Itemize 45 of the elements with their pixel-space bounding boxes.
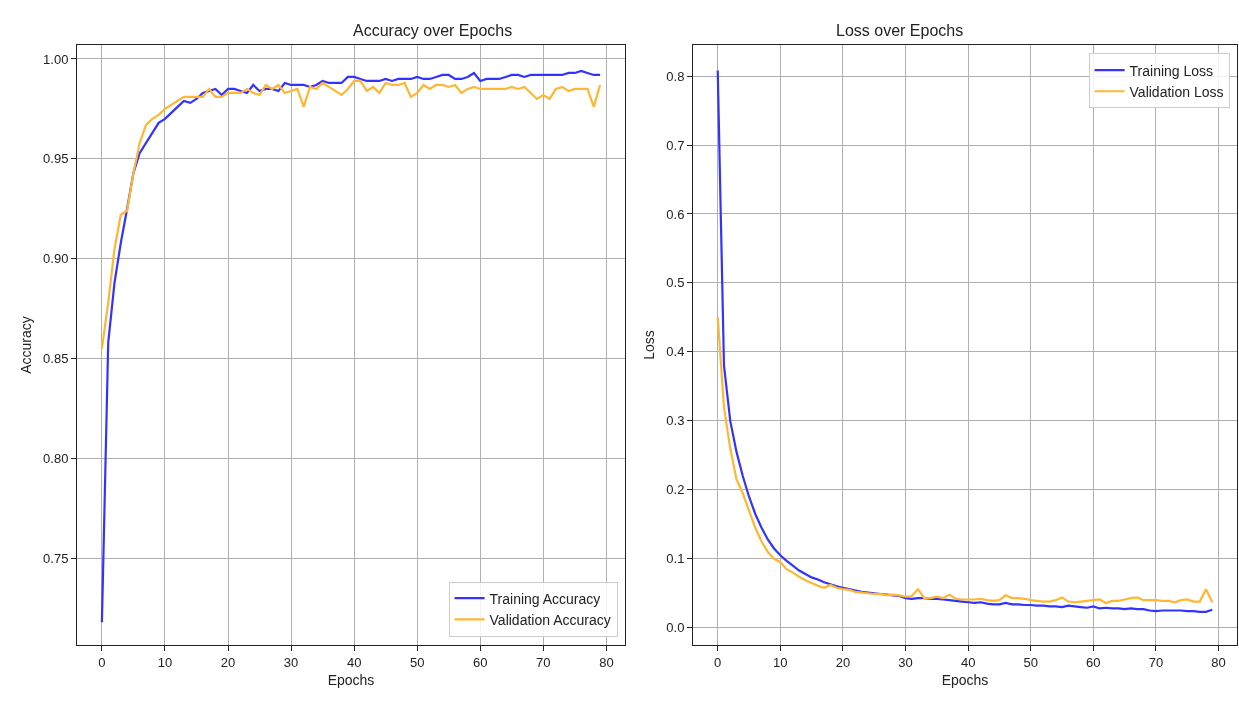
x-tick-label: 0 — [714, 654, 722, 670]
x-tick-label: 20 — [220, 654, 236, 670]
x-tick-label: 70 — [536, 654, 551, 670]
x-tick-label: 70 — [1148, 654, 1164, 670]
x-tick-label: 10 — [773, 654, 788, 670]
x-tick-label: 80 — [599, 654, 614, 670]
x-tick-label: 40 — [346, 654, 362, 670]
y-axis-title: Accuracy — [17, 316, 34, 374]
chart-title: Accuracy over Epochs — [353, 22, 513, 39]
y-tick-label: 1.00 — [43, 51, 69, 67]
legend-label: Validation Accuracy — [489, 611, 611, 628]
legend-label: Validation Loss — [1129, 83, 1224, 100]
y-tick-label: 0.8 — [666, 68, 685, 84]
x-tick-label: 20 — [835, 654, 851, 670]
y-tick-label: 0.80 — [43, 451, 69, 466]
x-tick-label: 60 — [473, 654, 488, 670]
y-tick-label: 0.4 — [666, 344, 685, 360]
line-series — [100, 79, 602, 350]
x-tick-label: 10 — [157, 654, 173, 670]
y-tick-label: 0.95 — [43, 151, 69, 167]
line-series — [716, 316, 1214, 605]
x-axis-title: Epochs — [941, 671, 989, 688]
y-tick-label: 0.2 — [666, 482, 685, 498]
x-tick-label: 50 — [409, 654, 425, 670]
legend-label: Training Accuracy — [489, 590, 601, 607]
y-tick-label: 0.85 — [43, 351, 69, 367]
chart-title: Loss over Epochs — [836, 22, 964, 39]
y-tick-label: 0.75 — [43, 550, 69, 566]
x-axis-title: Epochs — [327, 671, 375, 688]
y-tick-label: 0.3 — [666, 413, 685, 429]
x-tick-label: 0 — [98, 654, 106, 670]
y-tick-label: 0.6 — [666, 206, 685, 222]
y-axis-title: Loss — [640, 330, 657, 360]
y-tick-label: 0.7 — [666, 137, 685, 153]
y-tick-label: 0.90 — [43, 251, 69, 267]
y-tick-label: 0.1 — [666, 551, 685, 567]
x-tick-label: 40 — [960, 654, 976, 670]
x-tick-label: 30 — [283, 654, 299, 670]
legend-label: Training Loss — [1129, 62, 1214, 79]
x-tick-label: 80 — [1211, 654, 1226, 670]
y-tick-label: 0.5 — [666, 275, 685, 291]
y-tick-label: 0.0 — [666, 620, 685, 636]
x-tick-label: 60 — [1086, 654, 1101, 670]
x-tick-label: 50 — [1023, 654, 1038, 670]
x-tick-label: 30 — [898, 654, 913, 670]
